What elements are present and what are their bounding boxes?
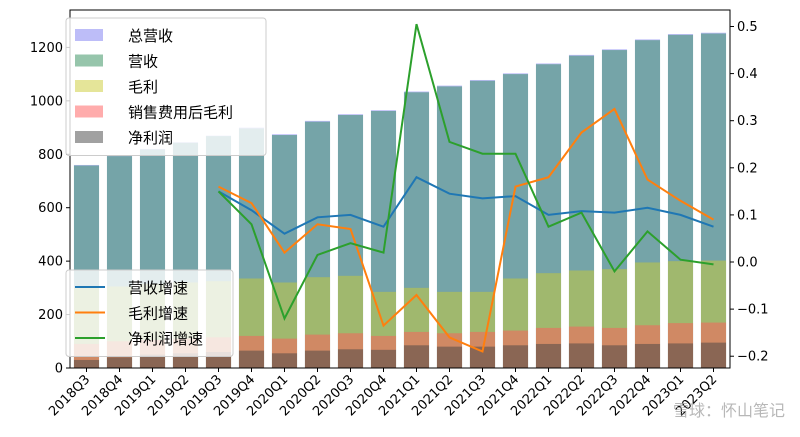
right-tick-label: 0.3: [737, 114, 758, 129]
left-tick-label: 0: [55, 362, 63, 377]
bar-5-2019Q1: [139, 354, 166, 368]
left-axis: 0 200 400 600 800 1000 1200: [30, 41, 70, 377]
bar-5-2018Q4: [106, 357, 133, 368]
bar-5-2019Q4: [238, 350, 265, 368]
line-series-1: [218, 175, 714, 235]
left-tick-label: 600: [38, 201, 63, 216]
right-tick-label: −0.2: [737, 350, 769, 365]
bar-5-2020Q4: [370, 349, 397, 368]
legend-bars-box: [65, 17, 267, 156]
legend-label: 营收: [128, 53, 158, 71]
legend-label: 营收增速: [128, 279, 188, 297]
right-tick-label: −0.1: [737, 303, 769, 318]
bar-5-2020Q1: [271, 353, 298, 368]
right-axis: −0.2 −0.1 0.0 0.1 0.2 0.3 0.4 0.5: [730, 20, 769, 365]
legend-swatch: [75, 80, 103, 92]
legend-swatch: [75, 131, 103, 143]
bar-5-2022Q3: [601, 345, 628, 368]
legend-label: 毛利: [128, 78, 158, 96]
bar-5-2021Q2: [436, 346, 463, 368]
bar-5-2023Q2: [700, 342, 727, 368]
legend-swatch: [75, 54, 103, 67]
x-axis: 2018Q32018Q42019Q12019Q22019Q32019Q42020…: [46, 368, 720, 419]
left-tick-label: 1000: [30, 94, 63, 109]
right-tick-label: 0.0: [737, 256, 758, 271]
right-tick-label: 0.1: [737, 208, 758, 223]
bar-5-2020Q2: [304, 350, 331, 368]
legend-swatch: [75, 29, 103, 41]
legend-lines-box: [65, 269, 234, 357]
right-tick-label: 0.4: [737, 67, 758, 82]
legend-label: 毛利增速: [128, 305, 188, 323]
legend-label: 总营收: [128, 27, 173, 45]
bar-5-2021Q4: [502, 345, 529, 368]
line-series-3: [217, 23, 714, 322]
line-series-2: [218, 107, 714, 353]
legend-swatch: [75, 105, 103, 118]
bars-layer: [73, 32, 727, 369]
right-tick-label: 0.2: [737, 161, 758, 176]
legend-label: 净利润: [128, 129, 173, 147]
left-tick-label: 800: [38, 148, 63, 163]
legend-label: 净利润增速: [128, 330, 203, 348]
watermark: 雪球：怀山笔记: [673, 401, 785, 420]
left-tick-label: 400: [38, 255, 63, 270]
bar-5-2022Q1: [535, 343, 562, 368]
bar-5-2022Q2: [568, 343, 595, 368]
right-tick-label: 0.5: [737, 20, 758, 35]
left-tick-label: 1200: [30, 41, 63, 56]
left-tick-label: 200: [38, 308, 63, 323]
lines-layer: [217, 23, 714, 353]
bar-5-2020Q3: [337, 349, 364, 368]
bar-5-2021Q3: [469, 346, 496, 368]
legend-label: 销售费用后毛利: [128, 104, 233, 122]
bar-5-2023Q1: [667, 343, 694, 368]
bar-5-2021Q1: [403, 345, 430, 368]
bar-5-2022Q4: [634, 343, 661, 368]
bar-5-2018Q3: [73, 359, 100, 368]
plot-frame: [69, 9, 731, 369]
